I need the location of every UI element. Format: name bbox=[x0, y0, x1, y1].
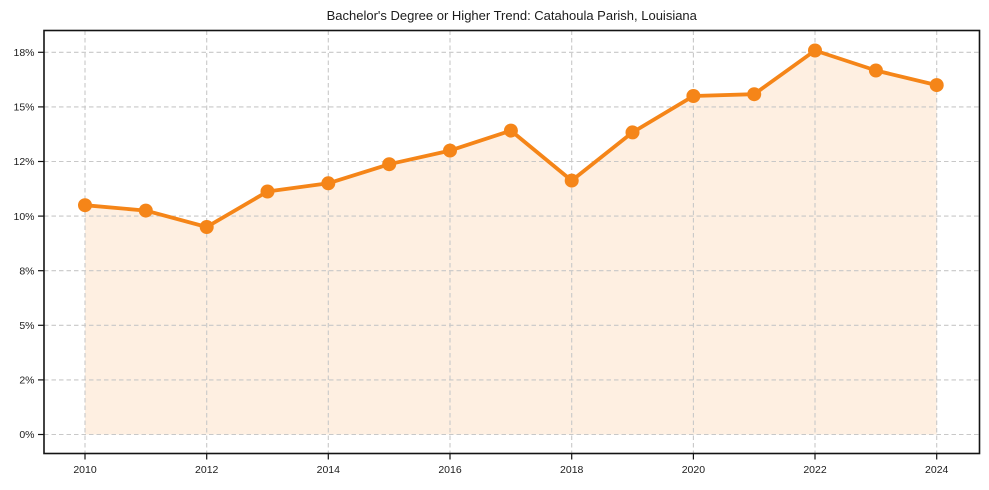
y-axis-tick-label: 15% bbox=[13, 102, 34, 114]
gridlines-layer bbox=[44, 30, 980, 454]
y-axis-tick-label: 18% bbox=[13, 47, 34, 59]
x-axis-tick-label: 2020 bbox=[682, 464, 706, 476]
data-point-marker bbox=[564, 173, 579, 188]
y-axis-tick-label: 2% bbox=[19, 375, 34, 387]
data-point-marker bbox=[382, 157, 397, 172]
axis-labels-layer: 0% 2% 5% 8% 10% 12% 15% 18% 2010 2012 2014 2016 2018… bbox=[13, 47, 948, 476]
x-axis-tick-label: 2022 bbox=[803, 464, 827, 476]
x-axis-tick-label: 2012 bbox=[195, 464, 219, 476]
data-point-marker bbox=[808, 43, 822, 58]
x-axis-tick-label: 2014 bbox=[317, 464, 341, 476]
y-axis-tick-label: 12% bbox=[13, 156, 34, 168]
trend-line-layer bbox=[78, 43, 944, 234]
data-point-marker bbox=[260, 184, 275, 199]
y-axis-tick-label: 5% bbox=[19, 320, 34, 332]
plot-border bbox=[43, 29, 981, 455]
chart-title: Bachelor's Degree or Higher Trend: Catah… bbox=[327, 8, 698, 23]
y-axis-tick-label: 0% bbox=[19, 429, 34, 441]
data-point-marker bbox=[625, 125, 640, 140]
area-fill-layer bbox=[85, 50, 937, 435]
y-axis-tick-label: 8% bbox=[19, 265, 34, 277]
area-fill bbox=[85, 50, 937, 435]
x-axis-tick-label: 2018 bbox=[560, 464, 584, 476]
data-point-marker bbox=[868, 63, 883, 78]
data-point-marker bbox=[78, 198, 92, 213]
data-point-marker bbox=[503, 123, 518, 138]
x-axis-tick-label: 2016 bbox=[438, 464, 462, 476]
data-point-marker bbox=[321, 176, 336, 191]
y-axis-tick-label: 10% bbox=[13, 211, 34, 223]
x-axis-tick-label: 2024 bbox=[925, 464, 949, 476]
data-point-marker bbox=[138, 203, 153, 218]
data-point-marker bbox=[747, 87, 762, 102]
axes-layer bbox=[38, 29, 981, 460]
data-point-marker bbox=[199, 220, 214, 234]
x-axis-tick-label: 2010 bbox=[73, 464, 97, 476]
data-point-marker bbox=[443, 143, 457, 158]
data-point-marker bbox=[686, 89, 701, 103]
data-point-marker bbox=[929, 78, 944, 93]
